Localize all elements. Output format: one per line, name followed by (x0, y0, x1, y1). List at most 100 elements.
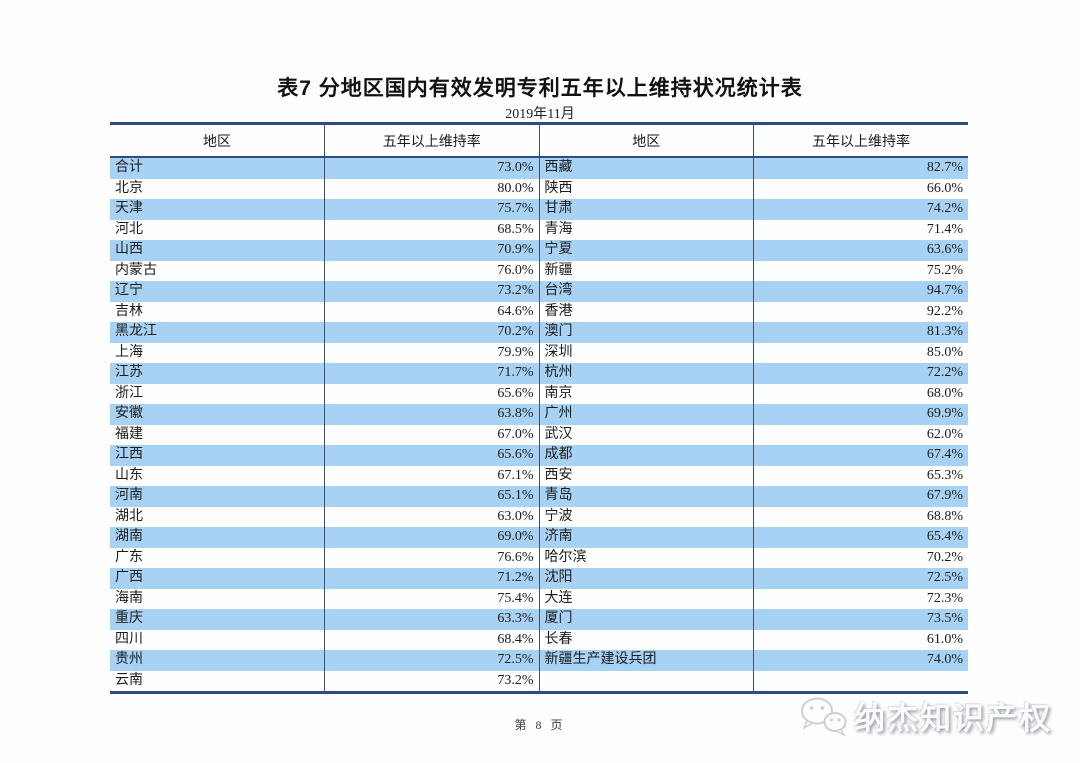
region-cell: 吉林 (115, 303, 143, 319)
table-row: 四川 68.4% 长春 61.0% (110, 629, 968, 650)
watermark: 纳杰知识产权 (798, 693, 1052, 738)
region-cell: 广东 (115, 549, 143, 565)
table-row: 云南 73.2% (110, 670, 968, 693)
region-cell: 重庆 (115, 611, 143, 626)
region-cell: 上海 (115, 344, 143, 360)
region-cell: 长春 (538, 629, 754, 650)
rate-cell: 75.4% (324, 588, 539, 609)
rate-cell: 68.5% (324, 219, 539, 240)
region-cell: 新疆生产建设兵团 (538, 650, 754, 671)
table-row: 辽宁 73.2% 台湾 94.7% (110, 281, 968, 302)
rate-cell: 65.6% (324, 383, 539, 404)
rate-cell: 65.1% (324, 486, 539, 507)
rate-cell: 68.4% (324, 629, 539, 650)
region-cell: 成都 (538, 445, 754, 466)
region-cell: 广西 (115, 570, 143, 585)
region-cell: 天津 (115, 201, 143, 216)
region-cell: 济南 (538, 527, 754, 548)
region-cell: 西安 (538, 465, 754, 486)
rate-cell: 66.0% (753, 178, 968, 199)
table-header-row: 地区 五年以上维持率 地区 五年以上维持率 (110, 123, 968, 158)
table-row: 江苏 71.7% 杭州 72.2% (110, 363, 968, 384)
table-row: 贵州 72.5% 新疆生产建设兵团 74.0% (110, 650, 968, 671)
region-cell: 黑龙江 (115, 324, 157, 339)
table-header: 地区 五年以上维持率 地区 五年以上维持率 (110, 123, 968, 158)
region-cell: 浙江 (115, 385, 143, 401)
region-cell: 陕西 (538, 178, 754, 199)
region-cell: 安徽 (115, 406, 143, 421)
table-row: 北京 80.0% 陕西 66.0% (110, 178, 968, 199)
table-row: 广东 76.6% 哈尔滨 70.2% (110, 547, 968, 568)
rate-cell: 67.4% (753, 445, 968, 466)
header-region-left: 地区 (110, 123, 325, 158)
rate-cell: 82.7% (753, 157, 968, 179)
region-cell: 大连 (538, 588, 754, 609)
rate-cell: 65.6% (324, 445, 539, 466)
region-cell: 湖南 (115, 529, 143, 544)
region-cell: 河南 (115, 488, 143, 503)
rate-cell: 69.9% (753, 404, 968, 425)
rate-cell: 76.0% (324, 260, 539, 281)
table-row: 海南 75.4% 大连 72.3% (110, 588, 968, 609)
region-cell: 台湾 (538, 281, 754, 302)
rate-cell: 72.5% (324, 650, 539, 671)
rate-cell: 71.4% (753, 219, 968, 240)
page-subtitle: 2019年11月 (505, 107, 575, 122)
header-region-right: 地区 (538, 123, 754, 158)
rate-cell: 73.0% (324, 157, 539, 179)
region-cell: 澳门 (538, 322, 754, 343)
region-cell: 云南 (115, 672, 143, 688)
rate-cell: 67.9% (753, 486, 968, 507)
rate-cell: 63.3% (324, 609, 539, 630)
rate-cell: 94.7% (753, 281, 968, 302)
region-cell: 内蒙古 (115, 262, 157, 278)
region-cell: 宁波 (538, 506, 754, 527)
rate-cell: 73.5% (753, 609, 968, 630)
region-cell: 江苏 (115, 365, 143, 380)
region-cell: 宁夏 (538, 240, 754, 261)
region-cell: 河北 (115, 221, 143, 237)
region-cell: 青岛 (538, 486, 754, 507)
rate-cell: 63.0% (324, 506, 539, 527)
rate-cell: 72.2% (753, 363, 968, 384)
table-row: 内蒙古 76.0% 新疆 75.2% (110, 260, 968, 281)
region-cell: 江西 (115, 447, 143, 462)
region-cell: 哈尔滨 (538, 547, 754, 568)
rate-cell: 72.3% (753, 588, 968, 609)
table-row: 山西 70.9% 宁夏 63.6% (110, 240, 968, 261)
table-row: 广西 71.2% 沈阳 72.5% (110, 568, 968, 589)
rate-cell: 80.0% (324, 178, 539, 199)
table-row: 河南 65.1% 青岛 67.9% (110, 486, 968, 507)
maintenance-rate-table: 地区 五年以上维持率 地区 五年以上维持率 合计 73.0% 西藏 82.7% 北京 80… (110, 122, 968, 694)
table-row: 安徽 63.8% 广州 69.9% (110, 404, 968, 425)
region-cell: 沈阳 (538, 568, 754, 589)
rate-cell: 69.0% (324, 527, 539, 548)
header-rate-left: 五年以上维持率 (324, 123, 539, 158)
region-cell: 新疆 (538, 260, 754, 281)
rate-cell: 65.3% (753, 465, 968, 486)
table-row: 福建 67.0% 武汉 62.0% (110, 424, 968, 445)
table-row: 湖南 69.0% 济南 65.4% (110, 527, 968, 548)
region-cell: 香港 (538, 301, 754, 322)
rate-cell: 73.2% (324, 670, 539, 693)
rate-cell: 64.6% (324, 301, 539, 322)
rate-cell: 63.8% (324, 404, 539, 425)
rate-cell: 70.2% (753, 547, 968, 568)
table-row: 浙江 65.6% 南京 68.0% (110, 383, 968, 404)
rate-cell: 63.6% (753, 240, 968, 261)
region-cell: 四川 (115, 631, 143, 647)
rate-cell: 62.0% (753, 424, 968, 445)
page-title: 表7 分地区国内有效发明专利五年以上维持状况统计表 (277, 77, 803, 100)
table-row: 湖北 63.0% 宁波 68.8% (110, 506, 968, 527)
table-body: 合计 73.0% 西藏 82.7% 北京 80.0% 陕西 66.0% 天津 75.7% 甘肃 74.… (110, 157, 968, 693)
table-row: 重庆 63.3% 厦门 73.5% (110, 609, 968, 630)
rate-cell: 61.0% (753, 629, 968, 650)
region-cell: 杭州 (538, 363, 754, 384)
region-cell: 山东 (115, 467, 143, 483)
wechat-icon (801, 697, 847, 737)
rate-cell: 74.0% (753, 650, 968, 671)
region-cell: 西藏 (538, 157, 754, 179)
region-cell: 辽宁 (115, 283, 143, 298)
region-cell: 贵州 (115, 652, 143, 667)
